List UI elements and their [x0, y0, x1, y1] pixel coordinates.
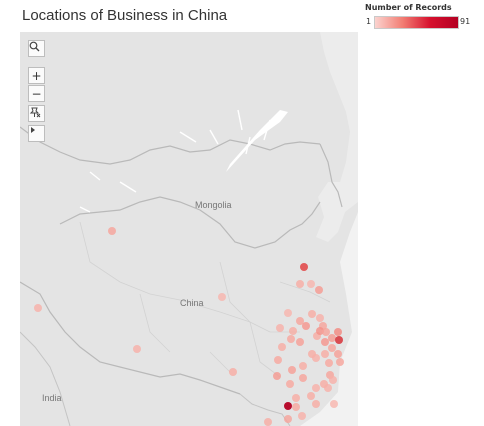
data-point-p43[interactable]	[307, 392, 315, 400]
map-background	[20, 32, 358, 426]
map-label-india: India	[42, 393, 62, 403]
data-point-p42[interactable]	[312, 384, 320, 392]
data-point-p11[interactable]	[289, 327, 297, 335]
data-point-p40[interactable]	[299, 374, 307, 382]
data-point-p30[interactable]	[299, 362, 307, 370]
data-point-p12[interactable]	[302, 322, 310, 330]
data-point-p15[interactable]	[276, 324, 284, 332]
data-point-p47[interactable]	[292, 403, 300, 411]
data-point-p49[interactable]	[298, 412, 306, 420]
data-point-p52[interactable]	[218, 293, 226, 301]
data-point-p21[interactable]	[328, 334, 336, 342]
data-point-p6[interactable]	[315, 286, 323, 294]
data-point-p50[interactable]	[264, 418, 272, 426]
data-point-p32[interactable]	[274, 356, 282, 364]
legend-max-label: 91	[460, 17, 470, 26]
data-point-p16[interactable]	[287, 335, 295, 343]
data-point-p44[interactable]	[324, 384, 332, 392]
data-point-p24[interactable]	[328, 344, 336, 352]
data-point-p7[interactable]	[308, 310, 316, 318]
page-title: Locations of Business in China	[22, 7, 227, 24]
zoom-in-button[interactable]: +	[28, 67, 45, 84]
data-point-p28[interactable]	[325, 359, 333, 367]
data-point-p4[interactable]	[307, 280, 315, 288]
data-point-p39[interactable]	[286, 380, 294, 388]
data-point-p25[interactable]	[321, 350, 329, 358]
zoom-out-button[interactable]: −	[28, 85, 45, 102]
map-label-china: China	[180, 298, 204, 308]
legend-title: Number of Records	[365, 3, 452, 12]
data-point-p17[interactable]	[296, 338, 304, 346]
data-point-p54[interactable]	[229, 368, 237, 376]
data-point-p9[interactable]	[284, 309, 292, 317]
data-point-p45[interactable]	[330, 400, 338, 408]
data-point-p48[interactable]	[284, 415, 292, 423]
pin-button[interactable]	[28, 105, 45, 122]
data-point-p27[interactable]	[312, 354, 320, 362]
data-point-p1[interactable]	[108, 227, 116, 235]
data-point-p33[interactable]	[278, 343, 286, 351]
search-button[interactable]	[28, 40, 45, 57]
data-point-p46[interactable]	[312, 400, 320, 408]
data-point-p22[interactable]	[334, 328, 342, 336]
data-point-p23[interactable]	[321, 338, 329, 346]
data-point-p41[interactable]	[292, 394, 300, 402]
map-label-mongolia: Mongolia	[195, 200, 232, 210]
data-point-p20[interactable]	[322, 328, 330, 336]
data-point-p51[interactable]	[284, 402, 292, 410]
data-point-p31[interactable]	[288, 366, 296, 374]
map-area[interactable]: + − Mongolia China India	[20, 32, 358, 426]
data-point-p29[interactable]	[336, 358, 344, 366]
legend-color-bar	[374, 16, 459, 29]
play-button[interactable]	[28, 125, 45, 142]
legend-min-label: 1	[366, 17, 371, 26]
data-point-p8[interactable]	[316, 314, 324, 322]
data-point-p53[interactable]	[133, 345, 141, 353]
data-point-p26[interactable]	[334, 350, 342, 358]
map-svg	[20, 32, 358, 426]
data-point-p38[interactable]	[273, 372, 281, 380]
data-point-p5[interactable]	[296, 280, 304, 288]
data-point-p3[interactable]	[300, 263, 308, 271]
data-point-p37[interactable]	[329, 376, 337, 384]
data-point-p34[interactable]	[335, 336, 343, 344]
data-point-p2[interactable]	[34, 304, 42, 312]
